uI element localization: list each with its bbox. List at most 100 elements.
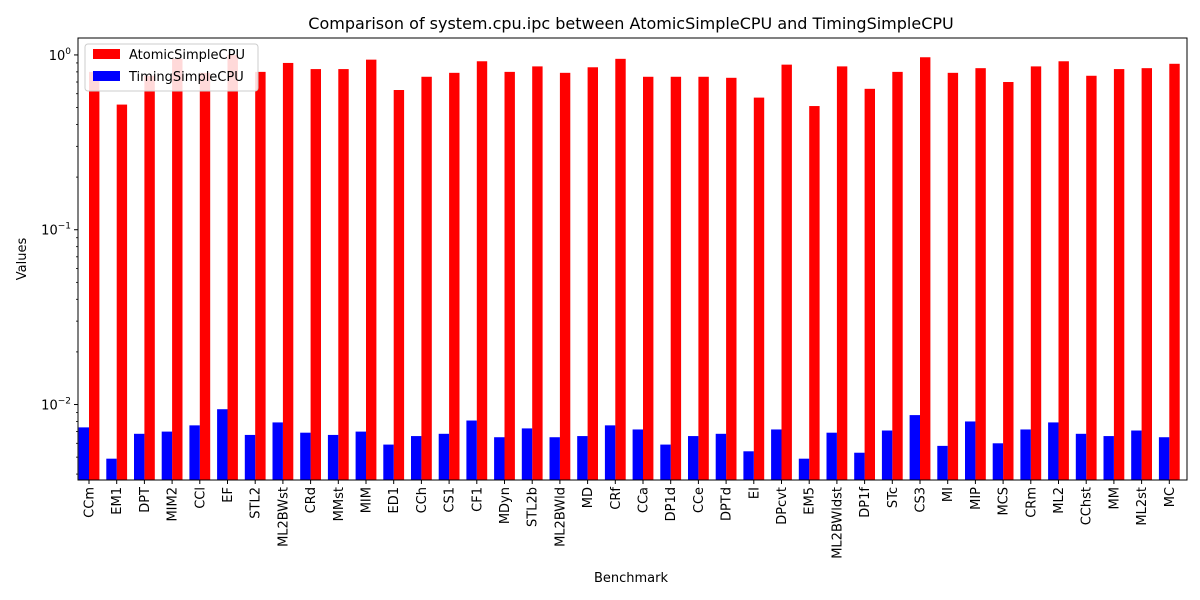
bar-timing-ML2BWst (272, 422, 283, 480)
bar-timing-STc (881, 430, 893, 480)
bar-atomic-EI (753, 97, 765, 481)
x-tick-label: ML2 (1052, 487, 1067, 514)
y-axis: 10−2 10−1 100 (41, 47, 78, 475)
y-tick-label: 10−2 (41, 397, 71, 414)
x-tick-label: STL2 (249, 487, 264, 519)
bar-timing-MM (1103, 436, 1114, 480)
legend-box (84, 43, 259, 92)
x-tick-label: MIP (969, 487, 984, 510)
bar-atomic-STc (892, 71, 903, 480)
legend-swatch-atomic (93, 49, 120, 59)
bar-timing-MMst (327, 434, 339, 480)
x-axis: CCm EM1 DPT MIM2 CCl EF STL2 ML2BWst CRd MMst MIM E… (83, 480, 1178, 559)
x-tick-label: CRm (1024, 487, 1039, 518)
x-tick-label: EF (221, 487, 236, 503)
x-tick-label: CChst (1080, 487, 1095, 525)
chart-title: Comparison of system.cpu.ipc between Ato… (308, 14, 953, 33)
bar-timing-DPT (134, 433, 145, 480)
bar-atomic-CCe (698, 76, 709, 480)
bar-atomic-MD (587, 67, 598, 480)
bar-timing-ML2BWldst (826, 432, 837, 480)
bar-atomic-ML2BWldst (836, 66, 848, 480)
x-tick-label: ML2st (1135, 487, 1150, 526)
bar-atomic-CCm (89, 71, 100, 480)
bar-atomic-ML2BWst (282, 62, 294, 480)
x-tick-label: STc (886, 487, 901, 508)
x-tick-label: MCS (997, 487, 1012, 516)
x-tick-label: MD (581, 487, 596, 508)
x-tick-label: MMst (332, 487, 347, 521)
bar-atomic-MIM2 (172, 58, 183, 480)
x-tick-label: CS1 (443, 487, 458, 513)
bar-atomic-CS1 (449, 72, 460, 480)
x-tick-label: MDyn (498, 487, 513, 524)
x-tick-label: DPT (138, 487, 153, 513)
bar-atomic-CCh (421, 76, 432, 480)
bar-timing-ML2 (1048, 422, 1059, 480)
bar-atomic-DPT (144, 75, 155, 481)
bar-atomic-ML2BWld (559, 72, 571, 480)
bar-timing-CCl (189, 425, 200, 480)
y-tick-label: 10−1 (41, 222, 71, 239)
legend: AtomicSimpleCPU TimingSimpleCPU (84, 43, 259, 92)
bar-timing-ML2st (1131, 430, 1142, 480)
y-axis-label: Values (15, 238, 30, 281)
bar-timing-STL2 (244, 434, 256, 480)
bar-timing-MCS (992, 443, 1004, 480)
bar-timing-CRf (604, 425, 616, 480)
bar-atomic-DP1f (864, 88, 875, 480)
bar-timing-ML2BWld (549, 437, 560, 480)
x-tick-label: EM1 (110, 487, 125, 515)
plot-frame (77, 37, 1188, 481)
bar-atomic-CS3 (920, 57, 931, 480)
bar-atomic-MMst (338, 69, 349, 480)
bar-atomic-EF (227, 54, 238, 480)
x-tick-label: CCe (692, 487, 707, 513)
legend-label-timing: TimingSimpleCPU (128, 70, 244, 85)
bar-timing-EF (217, 409, 228, 480)
x-tick-label: DP1d (664, 487, 679, 521)
bar-timing-DP1f (854, 452, 865, 480)
bar-atomic-CRm (1030, 66, 1042, 480)
x-tick-label: ML2BWldst (830, 487, 845, 559)
bar-timing-MC (1158, 437, 1170, 480)
bar-timing-MIM (355, 431, 366, 480)
x-tick-label: EI (747, 487, 762, 499)
x-tick-label: DPTd (720, 487, 735, 521)
x-tick-label: MI (941, 487, 956, 502)
x-tick-label: CRf (609, 487, 624, 510)
bar-atomic-CChst (1086, 75, 1097, 481)
bar-timing-CS3 (909, 415, 920, 480)
bar-atomic-MM (1113, 69, 1125, 480)
x-tick-label: DP1f (858, 487, 873, 518)
bar-timing-CF1 (466, 420, 477, 480)
bar-atomic-EM5 (809, 106, 820, 481)
x-tick-label: STL2b (526, 487, 541, 527)
legend-label-atomic: AtomicSimpleCPU (129, 48, 245, 63)
bar-atomic-MDyn (504, 71, 515, 480)
x-tick-label: ML2BWld (553, 487, 568, 547)
bar-atomic-DPTd (726, 77, 737, 481)
x-tick-label: MC (1163, 487, 1178, 507)
bar-timing-CCe (688, 436, 699, 480)
bar-timing-EM1 (106, 458, 117, 480)
bar-atomic-DP1d (670, 76, 682, 480)
legend-swatch-timing (93, 71, 120, 81)
bar-atomic-CCl (199, 72, 211, 480)
bar-timing-CCh (411, 436, 422, 480)
bar-atomic-CCa (643, 76, 654, 480)
bar-timing-CCm (78, 427, 89, 480)
bar-timing-STL2b (521, 428, 533, 480)
x-tick-label: CCm (83, 487, 98, 518)
bar-atomic-ML2 (1058, 61, 1069, 481)
bar-timing-DP1d (660, 444, 671, 480)
x-tick-label: ML2BWst (276, 487, 291, 547)
x-tick-label: CCa (637, 487, 652, 513)
bar-atomic-DPcvt (781, 64, 792, 480)
bar-atomic-CRd (310, 69, 321, 480)
x-tick-label: CCl (193, 487, 208, 509)
bar-atomic-MIP (975, 68, 986, 481)
x-axis-label: Benchmark (594, 571, 669, 586)
x-tick-label: CCh (415, 487, 430, 513)
bar-atomic-MI (947, 72, 959, 480)
